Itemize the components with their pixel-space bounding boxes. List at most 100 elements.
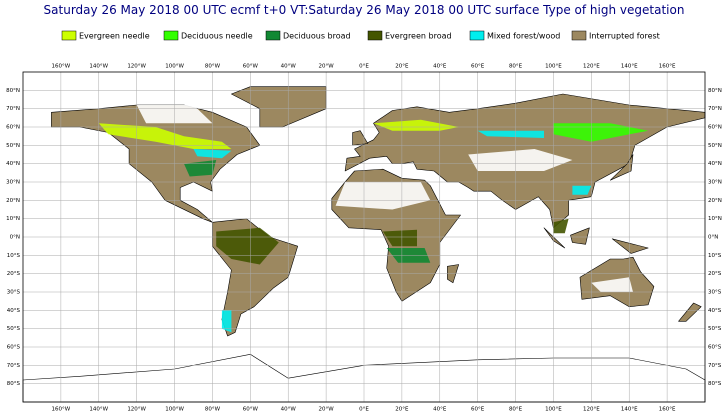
landmass [678, 302, 702, 322]
lat-label: 70°N [6, 106, 20, 112]
lon-label: 160°W [52, 407, 71, 413]
lat-label: 80°N [6, 88, 20, 94]
lat-label: 50°S [7, 326, 21, 332]
lon-label: 60°E [471, 407, 485, 413]
lon-label: 60°W [243, 407, 259, 413]
lat-label: 40°N [708, 161, 722, 167]
vegetation-patch [591, 277, 633, 292]
title: Saturday 26 May 2018 00 UTC ecmf t+0 VT:… [44, 3, 685, 17]
legend-swatch [469, 30, 485, 41]
lon-label: 80°W [205, 407, 221, 413]
lon-label: 60°E [471, 64, 485, 70]
lon-label: 0°E [359, 64, 369, 70]
legend-label: Interrupted forest [589, 32, 660, 41]
legend-label: Evergreen needle [79, 32, 150, 41]
vegetation-patch [468, 149, 573, 171]
legend-label: Deciduous broad [283, 32, 351, 41]
lon-label: 140°E [621, 64, 638, 70]
vegetation-patch [382, 229, 417, 247]
landmass [570, 227, 590, 245]
lat-label: 0°N [708, 235, 718, 241]
legend-swatch [367, 30, 383, 41]
vegetation-patch [184, 160, 217, 177]
landmass [231, 86, 327, 128]
lon-label: 160°E [659, 407, 676, 413]
legend-swatch [163, 30, 179, 41]
lat-label: 60°N [708, 125, 722, 131]
lat-label: 30°S [708, 290, 722, 296]
lat-label: 20°N [708, 198, 722, 204]
lon-label: 140°W [89, 64, 108, 70]
legend: Evergreen needle Deciduous needle Deciduou… [61, 30, 660, 41]
vegetation-patch [221, 310, 232, 333]
lat-label: 70°S [708, 363, 722, 369]
lon-label: 100°W [165, 64, 184, 70]
lon-label: 20°W [319, 407, 335, 413]
lat-label: 70°N [708, 106, 722, 112]
lat-label: 10°S [7, 253, 21, 259]
lon-label: 120°W [127, 407, 146, 413]
lon-label: 40°W [281, 64, 297, 70]
lat-label: 10°N [708, 216, 722, 222]
lat-label: 60°S [7, 345, 21, 351]
lat-label: 40°N [6, 161, 20, 167]
lat-label: 80°N [708, 88, 722, 94]
lat-label: 20°S [708, 271, 722, 277]
lat-label: 70°S [7, 363, 21, 369]
lat-label: 30°N [708, 180, 722, 186]
lat-label: 0°N [10, 235, 20, 241]
lon-label: 40°W [281, 407, 297, 413]
landmass [609, 154, 634, 181]
lat-label: 60°N [6, 125, 20, 131]
lat-label: 80°S [708, 381, 722, 387]
lat-label: 50°N [708, 143, 722, 149]
landmass [352, 130, 369, 146]
lat-label: 30°N [6, 180, 20, 186]
legend-label: Evergreen broad [385, 32, 452, 41]
lat-label: 20°S [7, 271, 21, 277]
map-frame [22, 71, 706, 403]
lat-label: 80°S [7, 381, 21, 387]
lon-label: 140°W [89, 407, 108, 413]
lon-label: 120°W [127, 64, 146, 70]
lon-label: 100°E [545, 407, 562, 413]
lon-label: 160°W [52, 64, 71, 70]
lon-label: 20°E [395, 64, 409, 70]
vegetation-patch [572, 185, 592, 195]
vegetation-patch [98, 123, 232, 149]
lon-label: 80°W [205, 64, 221, 70]
legend-swatch [61, 30, 77, 41]
lon-label: 100°E [545, 64, 562, 70]
legend-label: Deciduous needle [181, 32, 253, 41]
lat-label: 30°S [7, 290, 21, 296]
vegetation-patch [553, 123, 649, 142]
lat-label: 50°S [708, 326, 722, 332]
vegetation-patch [434, 182, 469, 210]
legend-label: Mixed forest/wood [487, 32, 560, 41]
lat-label: 10°S [708, 253, 722, 259]
vegetation-patch [373, 119, 459, 131]
lon-label: 80°E [509, 407, 523, 413]
landmass [611, 238, 649, 254]
vegetation-patch [335, 182, 431, 210]
lon-label: 160°E [659, 64, 676, 70]
axis-labels: 160°W 160°W 140°W 140°W 120°W 120°W 100°W 100°W… [6, 64, 722, 413]
lon-label: 120°E [583, 64, 600, 70]
legend-swatch [571, 30, 587, 41]
lat-label: 20°N [6, 198, 20, 204]
lon-label: 80°E [509, 64, 523, 70]
lon-label: 20°E [395, 407, 409, 413]
legend-swatch [265, 30, 281, 41]
vegetation-patch [477, 130, 544, 138]
lat-label: 10°N [6, 216, 20, 222]
lon-label: 100°W [165, 407, 184, 413]
lat-label: 40°S [7, 308, 21, 314]
lon-label: 60°W [243, 64, 259, 70]
lon-label: 0°E [359, 407, 369, 413]
lat-label: 60°S [708, 345, 722, 351]
lat-label: 50°N [6, 143, 20, 149]
lon-label: 20°W [319, 64, 335, 70]
lon-label: 40°E [433, 407, 447, 413]
graticule [23, 72, 705, 402]
